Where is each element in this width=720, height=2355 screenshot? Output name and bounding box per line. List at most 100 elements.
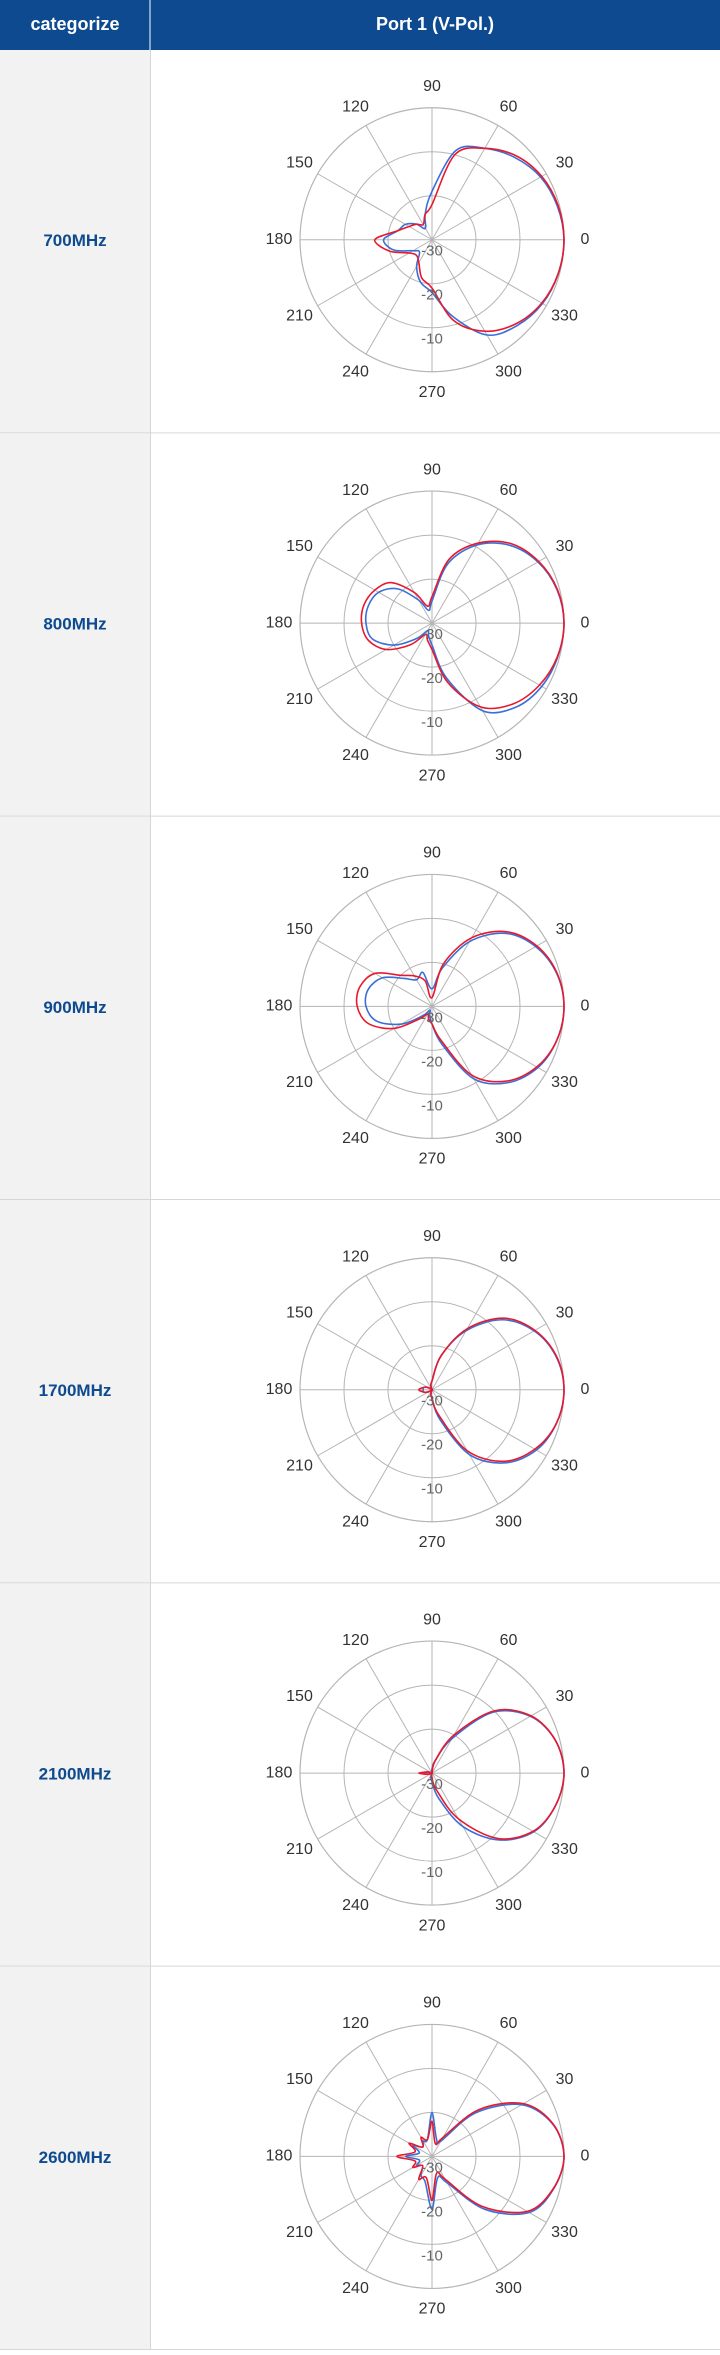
angle-label: 60 [500, 482, 518, 499]
spoke [317, 2089, 433, 2157]
ring [343, 151, 521, 329]
pattern-line [364, 932, 565, 1085]
spoke [431, 1275, 499, 1391]
spoke [431, 556, 547, 624]
ring [343, 534, 521, 712]
radial-label: -30 [421, 2159, 443, 2176]
angle-label: 120 [342, 482, 369, 499]
spoke [431, 508, 499, 624]
angle-label: 90 [423, 1995, 441, 2012]
label-cell [0, 816, 150, 1200]
spoke [431, 173, 547, 241]
angle-label: 150 [286, 1688, 313, 1705]
label-cell [0, 1966, 150, 2350]
radial-label: -20 [421, 2203, 443, 2220]
radial-label: -10 [421, 1864, 443, 1881]
ring [387, 578, 477, 668]
angle-label: 300 [495, 1897, 522, 1914]
angle-label: 0 [581, 231, 590, 248]
frequency-label: 2600MHz [39, 2148, 112, 2167]
frequency-label: 1700MHz [39, 1381, 112, 1400]
angle-label: 120 [342, 1248, 369, 1265]
angle-label: 0 [581, 2148, 590, 2165]
ring [343, 1301, 521, 1479]
angle-label: 300 [495, 363, 522, 380]
angle-label: 90 [423, 1611, 441, 1628]
spoke [365, 239, 433, 355]
radial-label: -10 [421, 2247, 443, 2264]
angle-label: 60 [500, 865, 518, 882]
angle-label: 60 [500, 1248, 518, 1265]
angle-label: 0 [581, 998, 590, 1015]
angle-label: 90 [423, 78, 441, 95]
angle-label: 180 [266, 231, 293, 248]
pattern-line [355, 930, 565, 1083]
radial-label: -10 [421, 714, 443, 731]
spoke [431, 239, 547, 307]
angle-label: 210 [286, 1457, 313, 1474]
header-cell: categorize [30, 14, 119, 34]
angle-label: 30 [556, 2071, 574, 2088]
spoke [365, 1389, 433, 1505]
label-cell [0, 1200, 150, 1584]
frequency-label: 2100MHz [39, 1764, 112, 1783]
radial-label: -20 [421, 670, 443, 687]
frequency-label: 900MHz [43, 998, 106, 1017]
angle-label: 180 [266, 1764, 293, 1781]
angle-label: 300 [495, 2280, 522, 2297]
angle-label: 90 [423, 1228, 441, 1245]
angle-label: 0 [581, 1764, 590, 1781]
angle-label: 120 [342, 2015, 369, 2032]
angle-label: 150 [286, 538, 313, 555]
angle-label: 210 [286, 307, 313, 324]
angle-label: 60 [500, 1632, 518, 1649]
ring [343, 1684, 521, 1862]
angle-label: 270 [419, 1917, 446, 1934]
angle-label: 120 [342, 1632, 369, 1649]
spoke [431, 2089, 547, 2157]
spoke [365, 1275, 433, 1391]
spoke [365, 125, 433, 240]
spoke [317, 239, 433, 307]
radial-label: -20 [421, 287, 443, 304]
angle-label: 210 [286, 1841, 313, 1858]
angle-label: 300 [495, 747, 522, 764]
spoke [317, 1706, 433, 1774]
spoke [365, 1658, 433, 1774]
angle-label: 240 [342, 1130, 369, 1147]
angle-label: 240 [342, 1897, 369, 1914]
angle-label: 330 [551, 1841, 578, 1858]
spoke [431, 622, 547, 690]
radial-label: -30 [421, 626, 443, 643]
angle-label: 210 [286, 691, 313, 708]
spoke [317, 173, 433, 241]
spoke [431, 891, 499, 1007]
angle-label: 60 [500, 98, 518, 115]
radial-label: -30 [421, 1009, 443, 1026]
angle-label: 30 [556, 154, 574, 171]
pattern-line [404, 2103, 565, 2216]
angle-label: 240 [342, 2280, 369, 2297]
spoke [431, 1389, 499, 1505]
angle-label: 90 [423, 845, 441, 862]
angle-label: 300 [495, 1130, 522, 1147]
angle-label: 240 [342, 747, 369, 764]
spoke [317, 1323, 433, 1391]
pattern-line [422, 1318, 565, 1464]
ring [343, 2067, 521, 2245]
frequency-label: 700MHz [43, 231, 106, 250]
label-cell [0, 50, 150, 434]
spoke [431, 125, 499, 240]
angle-label: 330 [551, 1074, 578, 1091]
spoke [431, 1772, 499, 1888]
spoke [317, 2155, 433, 2223]
spoke [431, 939, 547, 1007]
angle-label: 210 [286, 2224, 313, 2241]
angle-label: 150 [286, 2071, 313, 2088]
pattern-line [395, 2101, 565, 2214]
angle-label: 270 [419, 1151, 446, 1168]
spoke [365, 2041, 433, 2157]
spoke [431, 1323, 547, 1391]
